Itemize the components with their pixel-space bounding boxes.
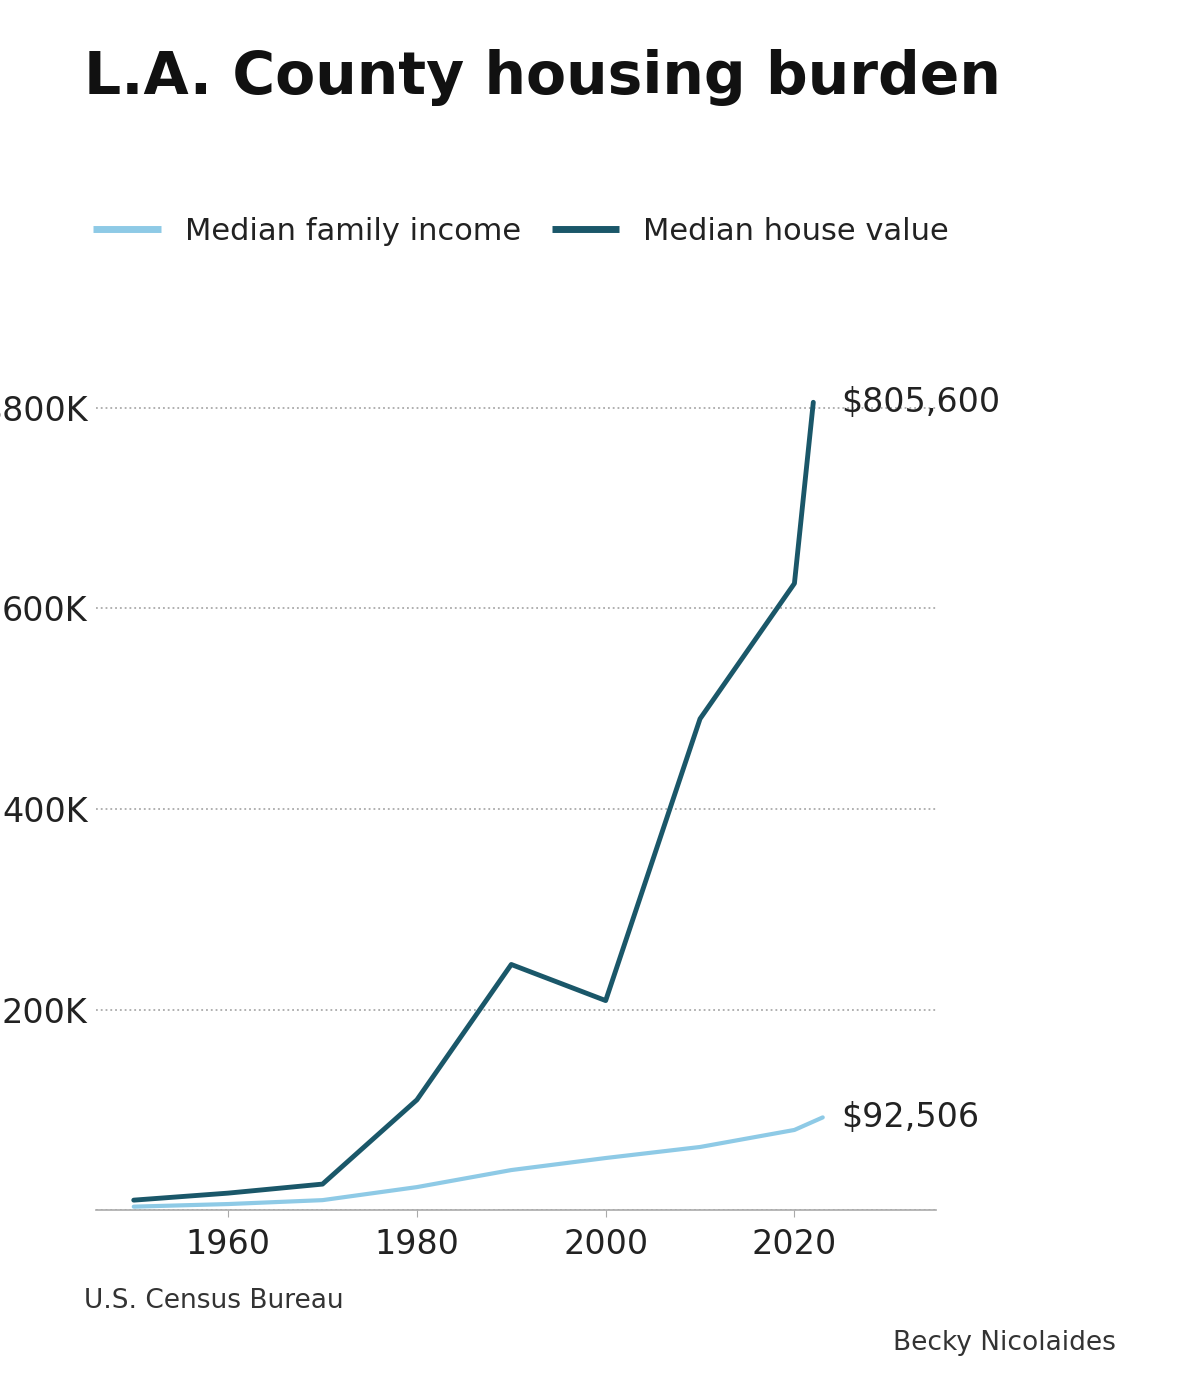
Text: Becky Nicolaides: Becky Nicolaides: [893, 1330, 1116, 1356]
Text: U.S. Census Bureau: U.S. Census Bureau: [84, 1288, 343, 1314]
Text: L.A. County housing burden: L.A. County housing burden: [84, 49, 1001, 106]
Text: $805,600: $805,600: [841, 385, 1001, 419]
Legend: Median family income, Median house value: Median family income, Median house value: [94, 217, 949, 246]
Text: $92,506: $92,506: [841, 1100, 979, 1134]
